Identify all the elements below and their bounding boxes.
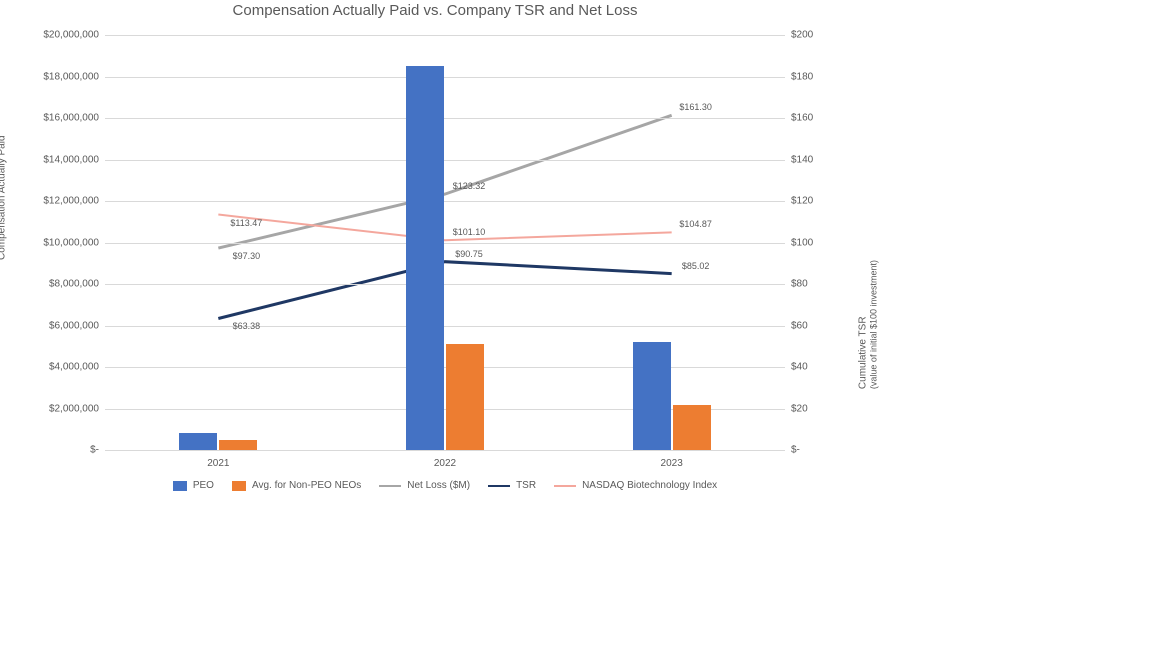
legend-item: NASDAQ Biotechnology Index	[554, 480, 717, 491]
legend-label: TSR	[516, 480, 536, 491]
data-label: $123.32	[453, 181, 486, 191]
y-right-tick: $100	[785, 237, 813, 248]
legend-label: Net Loss ($M)	[407, 480, 470, 491]
gridline	[105, 367, 785, 368]
legend-item: PEO	[173, 480, 214, 491]
y-right-axis-title: Cumulative TSR (value of initial $100 in…	[858, 260, 879, 389]
y-right-tick: $40	[785, 362, 808, 373]
data-label: $97.30	[233, 251, 261, 261]
x-tick: 2022	[434, 450, 456, 469]
data-label: $104.87	[679, 219, 712, 229]
bar-peo	[633, 342, 671, 450]
gridline	[105, 35, 785, 36]
plot-area: $-$-$2,000,000$20$4,000,000$40$6,000,000…	[105, 35, 785, 450]
y-left-tick: $8,000,000	[49, 279, 105, 290]
y-right-tick: $180	[785, 71, 813, 82]
legend-label: Avg. for Non-PEO NEOs	[252, 480, 361, 491]
bar-nonpeo	[446, 344, 484, 450]
y-right-tick: $200	[785, 30, 813, 41]
y-left-tick: $-	[90, 445, 105, 456]
legend-swatch	[554, 485, 576, 487]
data-label: $113.47	[230, 218, 262, 228]
legend-swatch	[488, 485, 510, 487]
legend-label: PEO	[193, 480, 214, 491]
y-right-axis-title-main: Cumulative TSR	[858, 316, 869, 389]
bar-nonpeo	[673, 405, 711, 450]
y-left-tick: $4,000,000	[49, 362, 105, 373]
data-label: $101.10	[453, 227, 486, 237]
legend-swatch	[173, 481, 187, 491]
data-label: $161.30	[679, 102, 712, 112]
y-right-tick: $60	[785, 320, 808, 331]
y-left-tick: $10,000,000	[43, 237, 105, 248]
gridline	[105, 77, 785, 78]
y-right-tick: $-	[785, 445, 800, 456]
bar-peo	[406, 66, 444, 450]
y-left-tick: $2,000,000	[49, 403, 105, 414]
legend-item: Avg. for Non-PEO NEOs	[232, 480, 361, 491]
gridline	[105, 326, 785, 327]
line-tsr	[218, 262, 671, 319]
legend: PEO Avg. for Non-PEO NEOs Net Loss ($M) TSR…	[105, 480, 785, 491]
x-tick: 2021	[207, 450, 229, 469]
y-left-tick: $14,000,000	[43, 154, 105, 165]
y-left-tick: $6,000,000	[49, 320, 105, 331]
bar-peo	[179, 433, 217, 450]
gridline	[105, 243, 785, 244]
y-left-axis-title: Compensation Actually Paid	[0, 135, 8, 260]
line-nasdaq	[218, 215, 671, 241]
legend-item: TSR	[488, 480, 536, 491]
bar-nonpeo	[219, 440, 257, 450]
data-label: $85.02	[682, 261, 710, 271]
y-right-tick: $80	[785, 279, 808, 290]
legend-item: Net Loss ($M)	[379, 480, 470, 491]
y-right-tick: $160	[785, 113, 813, 124]
y-right-tick: $120	[785, 196, 813, 207]
y-right-tick: $140	[785, 154, 813, 165]
y-left-tick: $16,000,000	[43, 113, 105, 124]
chart-title: Compensation Actually Paid vs. Company T…	[0, 2, 870, 19]
legend-swatch	[379, 485, 401, 487]
gridline	[105, 201, 785, 202]
x-tick: 2023	[661, 450, 683, 469]
data-label: $63.38	[233, 321, 261, 331]
legend-swatch	[232, 481, 246, 491]
gridline	[105, 284, 785, 285]
gridline	[105, 160, 785, 161]
y-right-axis-subtitle: (value of initial $100 investment)	[869, 260, 879, 389]
chart-container: Compensation Actually Paid vs. Company T…	[0, 0, 870, 520]
y-right-tick: $20	[785, 403, 808, 414]
line-netloss	[218, 115, 671, 248]
y-left-tick: $20,000,000	[43, 30, 105, 41]
y-left-tick: $12,000,000	[43, 196, 105, 207]
gridline	[105, 118, 785, 119]
data-label: $90.75	[455, 249, 483, 259]
legend-label: NASDAQ Biotechnology Index	[582, 480, 717, 491]
y-left-tick: $18,000,000	[43, 71, 105, 82]
